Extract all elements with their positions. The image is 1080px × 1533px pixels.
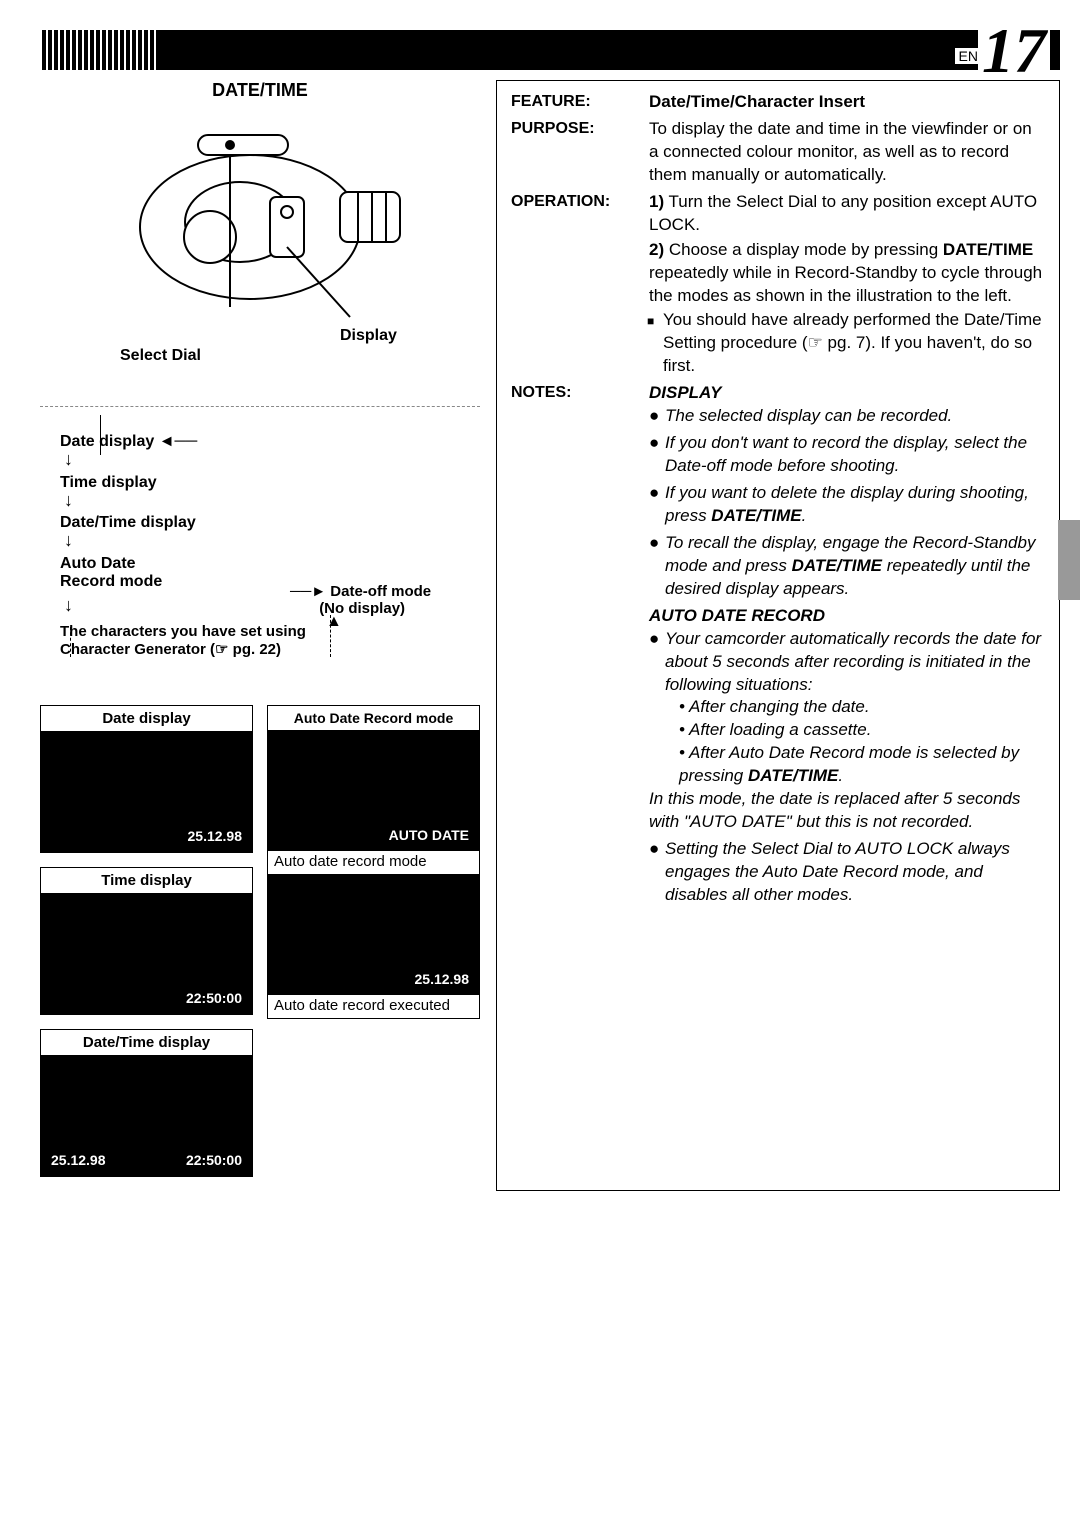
- datetime-display-screen: 25.12.98 22:50:00: [41, 1056, 252, 1176]
- date-display-screen: 25.12.98: [41, 732, 252, 852]
- autodate-screen-2: 25.12.98: [268, 875, 479, 995]
- purpose-label: PURPOSE:: [511, 118, 641, 187]
- flow-time: Time display: [60, 474, 480, 492]
- time-display-screen: 22:50:00: [41, 894, 252, 1014]
- display-note: If you don't want to record the display,…: [649, 432, 1045, 478]
- display-label: Display: [340, 327, 397, 345]
- autodate-caption-1: Auto date record mode: [268, 851, 479, 874]
- feature-label: FEATURE:: [511, 91, 641, 114]
- camcorder-svg: [90, 107, 430, 347]
- dateoff-label-1: Date-off mode: [330, 583, 431, 600]
- autodate-box-2: 25.12.98 Auto date record executed: [267, 875, 480, 1019]
- autodate-value: AUTO DATE: [389, 827, 469, 843]
- display-note: If you want to delete the display during…: [649, 482, 1045, 528]
- auto-bullet: Your camcorder automatically records the…: [649, 628, 1045, 834]
- date-value: 25.12.98: [188, 828, 243, 844]
- operation-label: OPERATION:: [511, 191, 641, 379]
- operation-subnote: You should have already performed the Da…: [649, 309, 1045, 378]
- notes-body: DISPLAY The selected display can be reco…: [649, 382, 1045, 911]
- display-examples: Date display 25.12.98 Time display 22:50…: [40, 705, 480, 1191]
- flow-note-2: Character Generator (☞ pg. 22): [60, 640, 480, 658]
- flow-note-1: The characters you have set using: [60, 623, 480, 640]
- date-display-box: Date display 25.12.98: [40, 705, 253, 853]
- select-dial-label: Select Dial: [120, 347, 201, 365]
- autodate-box-1: Auto Date Record mode AUTO DATE Auto dat…: [267, 705, 480, 875]
- autodate2-value: 25.12.98: [415, 971, 470, 987]
- time-value: 22:50:00: [186, 990, 242, 1006]
- time-display-box: Time display 22:50:00: [40, 867, 253, 1015]
- display-note: To recall the display, engage the Record…: [649, 532, 1045, 601]
- dt-date: 25.12.98: [51, 1152, 106, 1168]
- date-time-title: DATE/TIME: [40, 80, 480, 101]
- feature-value: Date/Time/Character Insert: [649, 91, 1045, 114]
- purpose-text: To display the date and time in the view…: [649, 118, 1045, 187]
- auto-last: Setting the Select Dial to AUTO LOCK alw…: [649, 838, 1045, 907]
- autodate-title: Auto Date Record mode: [268, 706, 479, 731]
- auto-tail: In this mode, the date is replaced after…: [649, 788, 1045, 834]
- dt-time: 22:50:00: [186, 1152, 242, 1168]
- camcorder-illustration: Select Dial Display: [40, 107, 480, 407]
- flow-autodate: Auto Date Record mode: [60, 555, 162, 591]
- left-column: DATE/TIME Sel: [40, 80, 480, 1191]
- right-column: FEATURE: Date/Time/Character Insert PURP…: [496, 80, 1060, 1191]
- auto-sub-item: After Auto Date Record mode is selected …: [679, 742, 1045, 788]
- side-tab: [1058, 520, 1080, 600]
- display-note: The selected display can be recorded.: [649, 405, 1045, 428]
- time-display-title: Time display: [41, 868, 252, 894]
- auto-sub-item: After changing the date.: [679, 696, 1045, 719]
- operation-body: 1) Turn the Select Dial to any position …: [649, 191, 1045, 379]
- flow-datetime: Date/Time display: [60, 514, 480, 532]
- header-stripes: [40, 30, 160, 70]
- display-subhead: DISPLAY: [649, 382, 1045, 405]
- page-number: 17: [978, 25, 1050, 76]
- autodate-subhead: AUTO DATE RECORD: [649, 605, 1045, 628]
- header-bar: EN 17: [40, 30, 1060, 70]
- auto-sub-item: After loading a cassette.: [679, 719, 1045, 742]
- datetime-display-title: Date/Time display: [41, 1030, 252, 1056]
- datetime-display-box: Date/Time display 25.12.98 22:50:00: [40, 1029, 253, 1177]
- autodate-screen-1: AUTO DATE: [268, 731, 479, 851]
- page-lang: EN: [955, 48, 978, 64]
- flow-date: Date display ◄──: [60, 433, 480, 451]
- mode-flow: Date display ◄── ↓ Time display ↓ Date/T…: [40, 415, 480, 705]
- notes-label: NOTES:: [511, 382, 641, 911]
- date-display-title: Date display: [41, 706, 252, 732]
- autodate-caption-2: Auto date record executed: [268, 995, 479, 1018]
